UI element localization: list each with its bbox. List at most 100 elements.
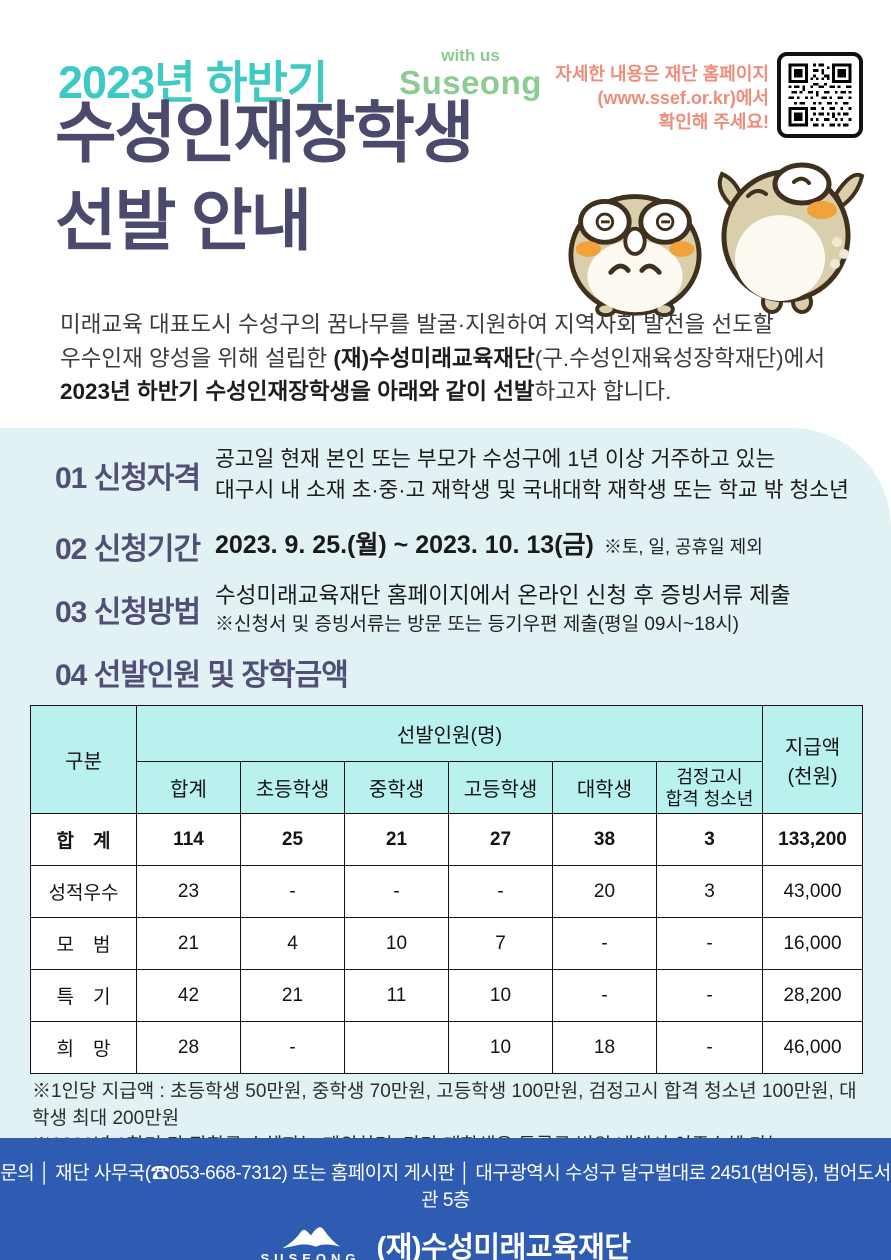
header-ged: 검정고시 합격 청소년: [655, 761, 764, 814]
section-number: 03: [55, 596, 87, 629]
header-university: 대학생: [552, 761, 657, 814]
cell-category: 모 범: [30, 917, 137, 970]
cell-value: 18: [552, 1021, 657, 1074]
cell-category: 성적우수: [30, 865, 137, 918]
header-middle: 중학생: [344, 761, 449, 814]
section-eligibility: 01 신청자격 공고일 현재 본인 또는 부모가 수성구에 1년 이상 거주하고…: [55, 444, 849, 506]
section-eligibility-body: 공고일 현재 본인 또는 부모가 수성구에 1년 이상 거주하고 있는 대구시 …: [215, 444, 849, 506]
eligibility-line2: 대구시 내 소재 초·중·고 재학생 및 국내대학 재학생 또는 학교 밖 청소…: [215, 478, 849, 502]
section-period: 02 신청기간 2023. 9. 25.(월) ~ 2023. 10. 13(금…: [55, 524, 763, 568]
mascot-left-illustration: [562, 183, 708, 324]
header-total: 합계: [136, 761, 241, 814]
footer-logo-row: SUSEONG (재)수성미래교육재단: [0, 1224, 891, 1260]
section-method-body: 수성미래교육재단 홈페이지에서 온라인 신청 후 증빙서류 제출 ※신청서 및 …: [215, 580, 791, 638]
cell-amount: 28,200: [762, 969, 864, 1022]
cell-value: -: [240, 1021, 345, 1074]
cell-value: 20: [552, 865, 657, 918]
cell-value: 23: [136, 865, 241, 918]
cell-category: 특 기: [30, 969, 137, 1022]
cell-value: 114: [136, 813, 241, 866]
table-row-merit: 성적우수 23 - - - 20 3 43,000: [30, 865, 864, 918]
page-title-line1: 수성인재장학생: [55, 96, 474, 171]
cell-value: 3: [655, 865, 764, 918]
cell-value: 25: [240, 813, 345, 866]
intro-line3-bold: 2023년 하반기 수성인재장학생을 아래와 같이 선발: [60, 379, 535, 404]
cell-value: 3: [655, 813, 764, 866]
cell-value: 4: [240, 917, 345, 970]
method-line1: 수성미래교육재단 홈페이지에서 온라인 신청 후 증빙서류 제출: [215, 583, 791, 608]
cell-value: 10: [448, 969, 553, 1022]
section-period-body: 2023. 9. 25.(월) ~ 2023. 10. 13(금) ※토, 일, …: [215, 530, 763, 563]
cell-value: -: [344, 865, 449, 918]
section-period-title: 02 신청기간: [55, 524, 215, 568]
cell-value: 21: [136, 917, 241, 970]
table-row-talent: 특 기 42 21 11 10 - - 28,200: [30, 969, 864, 1022]
period-note: ※토, 일, 공휴일 제외: [603, 536, 763, 557]
application-period: 2023. 9. 25.(월) ~ 2023. 10. 13(금): [215, 530, 594, 559]
cell-value: 28: [136, 1021, 241, 1074]
footer-logo-text: SUSEONG: [260, 1250, 361, 1260]
section-eligibility-title: 01 신청자격: [55, 453, 215, 497]
cell-value: -: [655, 1021, 764, 1074]
section-title: 선발인원 및 장학금액: [93, 659, 349, 692]
cell-value: 21: [344, 813, 449, 866]
cell-value: 42: [136, 969, 241, 1022]
intro-line2-post: (구.수성인재육성장학재단)에서: [534, 345, 826, 371]
year-half-badge: 2023년 하반기: [58, 57, 328, 108]
qr-code-icon: [777, 52, 863, 138]
cell-amount: 43,000: [762, 865, 864, 918]
table-row-hope: 희 망 28 - 10 18 - 46,000: [30, 1021, 864, 1074]
page-title-line2: 선발 안내: [55, 184, 312, 259]
header-high: 고등학생: [448, 761, 553, 814]
cell-value: -: [552, 917, 657, 970]
cell-value: -: [655, 969, 764, 1022]
cell-value: 7: [448, 917, 553, 970]
footer-suseong-mark: SUSEONG: [261, 1225, 361, 1260]
section-number: 01: [55, 462, 87, 495]
footer-org-name: (재)수성미래교육재단: [376, 1232, 631, 1260]
cell-value: 11: [344, 969, 449, 1022]
section-title: 신청방법: [93, 596, 201, 629]
mountain-icon: [281, 1226, 340, 1248]
table-row-total: 합 계 114 25 21 27 38 3 133,200: [30, 813, 864, 866]
header-elementary: 초등학생: [240, 761, 345, 814]
header-category: 구분: [30, 705, 137, 814]
intro-line1: 미래교육 대표도시 수성구의 꿈나무를 발굴·지원하여 지역사회 발전을 선도할: [60, 312, 774, 337]
intro-paragraph: 미래교육 대표도시 수성구의 꿈나무를 발굴·지원하여 지역사회 발전을 선도할…: [60, 308, 860, 409]
cell-value: -: [448, 865, 553, 918]
intro-line2-pre: 우수인재 양성을 위해 설립한: [60, 345, 334, 371]
mascot-right-illustration: [694, 150, 872, 321]
section-number: 02: [55, 533, 87, 566]
method-note: ※신청서 및 증빙서류는 방문 또는 등기우편 제출(평일 09시~18시): [215, 614, 740, 635]
section-selection-title: 04 선발인원 및 장학금액: [55, 650, 349, 694]
intro-line3-post: 하고자 합니다.: [534, 379, 672, 404]
brand-tagline: with us: [441, 46, 500, 65]
section-method-title: 03 신청방법: [55, 587, 215, 631]
table-header-row-1: 구분 선발인원(명) 지급액 (천원): [30, 705, 864, 814]
section-title: 신청기간: [93, 533, 201, 566]
cell-category: 합 계: [30, 813, 137, 866]
table-row-model: 모 범 21 4 10 7 - - 16,000: [30, 917, 864, 970]
header-selection-count: 선발인원(명): [135, 705, 764, 762]
suseong-brand-logo: with us Suseong: [388, 46, 553, 102]
intro-line2-bold: (재)수성미래교육재단: [333, 345, 535, 371]
cell-value: 38: [552, 813, 657, 866]
qr-note-text: 자세한 내용은 재단 홈페이지 (www.ssef.or.kr)에서 확인해 주…: [555, 64, 769, 132]
cell-value: [344, 1021, 449, 1074]
brand-name: Suseong: [399, 64, 542, 101]
header-amount: 지급액 (천원): [762, 705, 864, 814]
cell-category: 희 망: [30, 1021, 137, 1074]
table-header-row-2: 합계 초등학생 중학생 고등학생 대학생 검정고시 합격 청소년: [31, 761, 863, 814]
cell-value: 27: [448, 813, 553, 866]
cell-value: -: [240, 865, 345, 918]
footer: 문의 │ 재단 사무국(☎053-668-7312) 또는 홈페이지 게시판 │…: [0, 1138, 891, 1260]
footer-contact: 문의 │ 재단 사무국(☎053-668-7312) 또는 홈페이지 게시판 │…: [0, 1163, 891, 1211]
selection-table: 구분 선발인원(명) 지급액 (천원) 합계 초등학생 중학생 고등학생 대학생…: [30, 705, 864, 1074]
footnote-1: ※1인당 지급액 : 초등학생 50만원, 중학생 70만원, 고등학생 100…: [32, 1081, 857, 1129]
cell-value: -: [655, 917, 764, 970]
section-method: 03 신청방법 수성미래교육재단 홈페이지에서 온라인 신청 후 증빙서류 제출…: [55, 580, 791, 638]
section-number: 04: [55, 659, 87, 692]
section-title: 신청자격: [93, 462, 201, 495]
cell-value: 21: [240, 969, 345, 1022]
